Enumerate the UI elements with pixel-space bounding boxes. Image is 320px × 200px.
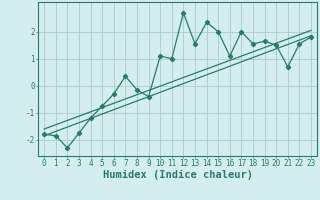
X-axis label: Humidex (Indice chaleur): Humidex (Indice chaleur) xyxy=(103,170,252,180)
